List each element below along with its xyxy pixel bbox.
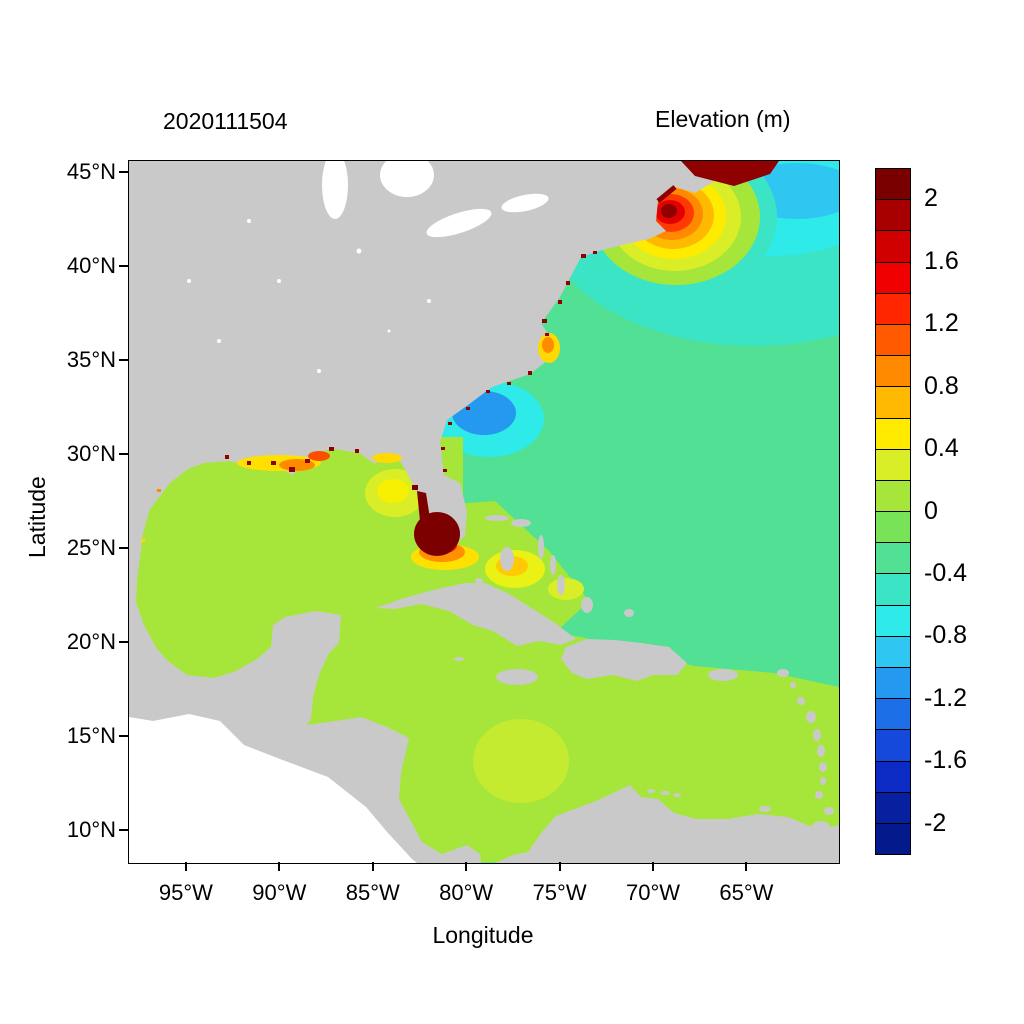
island-jamaica — [496, 669, 538, 685]
timestamp-title: 2020111504 — [163, 108, 288, 134]
x-tick-mark — [371, 862, 374, 871]
x-tick-label: 75°W — [532, 880, 587, 905]
islands-bahamas — [475, 515, 634, 617]
x-tick-label: 70°W — [625, 880, 681, 905]
colorbar-segment — [876, 823, 910, 855]
colorbar-segment — [876, 356, 910, 388]
y-tick-mark — [119, 641, 128, 644]
colorbar-tick-label: 1.6 — [924, 246, 959, 275]
x-tick-mark — [558, 862, 561, 871]
colorbar-tick-label: -0.8 — [924, 621, 968, 650]
x-tick-mark — [465, 862, 468, 871]
map-plot — [128, 160, 840, 864]
y-tick-mark — [119, 829, 128, 832]
y-tick-mark — [119, 735, 128, 738]
y-tick-mark — [119, 265, 128, 268]
colorbar-tick-label: 2 — [924, 184, 938, 213]
colorbar-segment — [876, 449, 910, 481]
colorbar-segment — [876, 480, 910, 513]
colorbar-segment — [876, 668, 910, 700]
y-tick-label: 20°N — [66, 629, 116, 655]
x-tick-label: 80°W — [439, 880, 494, 905]
colorbar-segment — [876, 730, 910, 762]
coastal-surge-overlays — [141, 161, 779, 570]
colorbar-segment — [876, 699, 910, 731]
colorbar-segment — [876, 324, 910, 357]
colorbar-tick-label: 0 — [924, 496, 938, 525]
x-tick-mark — [745, 862, 748, 871]
colorbar-tick-label: 1.2 — [924, 309, 959, 338]
x-tick-label: 95°W — [158, 880, 213, 905]
y-tick-mark — [119, 359, 128, 362]
colorbar-segment — [876, 387, 910, 419]
colorbar — [875, 168, 911, 855]
pacific-outside-domain — [129, 714, 417, 863]
colorbar-tick-label: -1.6 — [924, 746, 968, 775]
colorbar-segment — [876, 636, 910, 668]
islands-antilles — [454, 657, 834, 837]
y-tick-mark — [119, 453, 128, 456]
y-tick-label: 35°N — [66, 347, 116, 373]
warm-blob-central-caribbean — [473, 719, 569, 803]
y-tick-label: 40°N — [66, 253, 116, 279]
y-tick-label: 25°N — [66, 535, 116, 561]
colorbar-segment — [876, 293, 910, 325]
y-tick-label: 45°N — [66, 159, 116, 185]
colorbar-segment — [876, 512, 910, 544]
inland-lakes — [187, 219, 431, 373]
colorbar-tick-label: -0.4 — [924, 558, 968, 587]
x-tick-mark — [652, 862, 655, 871]
warm-arcs-bahamas — [485, 550, 584, 600]
y-tick-mark — [119, 547, 128, 550]
colorbar-tick-label: 0.8 — [924, 371, 959, 400]
y-tick-label: 15°N — [66, 723, 116, 749]
colorbar-segment — [876, 169, 910, 201]
warm-blob-west-florida-shelf — [365, 469, 425, 517]
y-tick-label: 30°N — [66, 441, 116, 467]
colorbar-segment — [876, 262, 910, 294]
colorbar-segment — [876, 792, 910, 824]
x-tick-mark — [278, 862, 281, 871]
colorbar-tick-label: -1.2 — [924, 683, 968, 712]
colorbar-segment — [876, 231, 910, 263]
y-tick-label: 10°N — [66, 817, 116, 843]
x-tick-label: 85°W — [345, 880, 400, 905]
colorbar-segment — [876, 605, 910, 637]
colorbar-segment — [876, 418, 910, 450]
colorbar-segment — [876, 543, 910, 575]
x-tick-label: 90°W — [252, 880, 307, 905]
island-puerto-rico — [708, 669, 738, 681]
island-hispaniola — [561, 639, 687, 681]
colorbar-segment — [876, 574, 910, 606]
land-south-america — [495, 785, 839, 863]
caribbean-layer — [319, 601, 839, 863]
colorbar-tick-label: 0.4 — [924, 434, 959, 463]
elevation-map — [129, 161, 839, 863]
x-axis-label: Longitude — [432, 922, 534, 948]
colorbar-tick-label: -2 — [924, 808, 947, 837]
y-tick-mark — [119, 171, 128, 174]
colorbar-segment — [876, 200, 910, 232]
x-tick-mark — [184, 862, 187, 871]
great-lakes — [322, 161, 549, 238]
x-tick-label: 65°W — [719, 880, 774, 905]
colorbar-title: Elevation (m) — [655, 106, 791, 132]
island-cuba — [376, 583, 576, 646]
land-north-america — [129, 161, 741, 863]
colorbar-segment — [876, 761, 910, 793]
